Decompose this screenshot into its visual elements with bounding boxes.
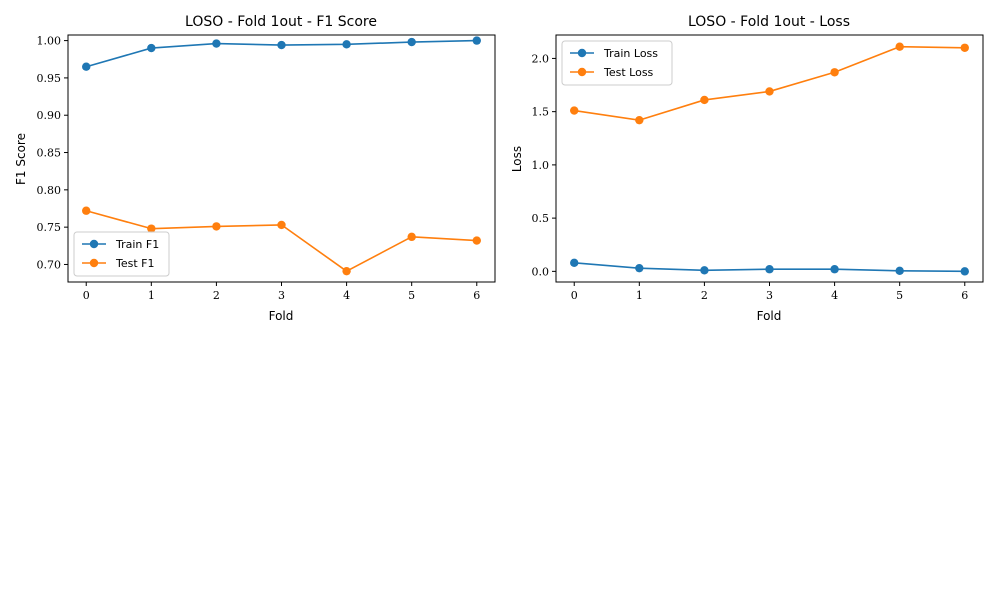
- loss-y-tick-label: 1.5: [532, 106, 550, 119]
- f1-score-chart: LOSO - Fold 1out - F1 Score Fold F1 Scor…: [14, 14, 496, 323]
- loss-y-tick-label: 0.0: [532, 265, 550, 278]
- f1-data-point-test-f1: [342, 266, 351, 276]
- f1-chart-xlabel: Fold: [269, 309, 294, 323]
- loss-legend-marker-train-loss: [577, 48, 587, 58]
- f1-x-tick-label: 6: [473, 289, 480, 302]
- loss-x-tick-label: 2: [701, 289, 708, 302]
- loss-data-point-test-loss: [700, 95, 709, 105]
- f1-legend-label-test-f1: Test F1: [115, 257, 154, 270]
- f1-x-tick-label: 0: [83, 289, 90, 302]
- f1-y-tick-label: 0.70: [37, 258, 62, 271]
- f1-data-point-train-f1: [342, 40, 351, 49]
- f1-x-tick-label: 4: [343, 289, 350, 302]
- f1-y-tick-label: 0.95: [37, 72, 62, 85]
- f1-y-tick-label: 1.00: [37, 35, 62, 48]
- loss-x-tick-label: 3: [766, 289, 773, 302]
- loss-data-point-train-loss: [765, 265, 774, 274]
- loss-legend-label-train-loss: Train Loss: [603, 47, 658, 60]
- f1-data-point-train-f1: [472, 36, 481, 45]
- f1-y-tick-label: 0.85: [37, 147, 62, 160]
- f1-data-point-test-f1: [407, 232, 416, 242]
- loss-chart-xlabel: Fold: [757, 309, 782, 323]
- loss-chart-ylabel: Loss: [510, 146, 524, 172]
- loss-legend: Train Loss Test Loss: [561, 40, 673, 86]
- f1-legend-label-train-f1: Train F1: [115, 238, 159, 251]
- f1-x-tick-label: 3: [278, 289, 285, 302]
- loss-x-tick-label: 1: [636, 289, 643, 302]
- loss-data-point-train-loss: [635, 263, 644, 273]
- loss-data-point-test-loss: [570, 106, 579, 115]
- loss-data-point-train-loss: [895, 266, 904, 276]
- loss-data-point-test-loss: [830, 68, 839, 77]
- loss-y-tick-label: 2.0: [532, 52, 550, 65]
- f1-x-tick-label: 1: [148, 289, 155, 302]
- f1-data-point-train-f1: [147, 43, 156, 53]
- loss-x-tick-label: 6: [961, 289, 968, 302]
- f1-y-tick-label: 0.90: [37, 109, 62, 122]
- f1-data-point-train-f1: [277, 40, 286, 50]
- loss-x-tick-label: 5: [896, 289, 903, 302]
- loss-data-point-test-loss: [765, 87, 774, 96]
- f1-legend: Train F1 Test F1: [73, 231, 170, 277]
- f1-data-point-test-f1: [472, 236, 481, 245]
- f1-chart-title: LOSO - Fold 1out - F1 Score: [185, 14, 377, 30]
- loss-data-point-test-loss: [635, 115, 644, 125]
- loss-x-tick-label: 0: [571, 289, 578, 302]
- f1-y-tick-label: 0.80: [37, 184, 62, 197]
- loss-data-point-test-loss: [960, 43, 969, 52]
- loss-y-tick-label: 0.5: [532, 212, 550, 225]
- f1-legend-marker-test-f1: [89, 258, 99, 268]
- loss-data-point-train-loss: [570, 258, 579, 268]
- f1-chart-ylabel: F1 Score: [14, 133, 28, 185]
- f1-x-tick-label: 5: [408, 289, 415, 302]
- f1-data-point-test-f1: [277, 220, 286, 230]
- loss-x-tick-label: 4: [831, 289, 838, 302]
- f1-data-point-test-f1: [147, 224, 156, 233]
- f1-x-tick-label: 2: [213, 289, 220, 302]
- loss-y-tick-label: 1.0: [532, 159, 550, 172]
- f1-legend-marker-train-f1: [89, 239, 99, 249]
- f1-data-point-test-f1: [82, 206, 91, 215]
- loss-data-point-train-loss: [960, 267, 969, 276]
- loss-data-point-train-loss: [830, 265, 839, 274]
- loss-chart: LOSO - Fold 1out - Loss Fold Loss 0 1 2 3 4 5…: [510, 14, 984, 323]
- loss-legend-box: [561, 40, 673, 86]
- loss-chart-title: LOSO - Fold 1out - Loss: [688, 14, 850, 30]
- loss-legend-marker-test-loss: [577, 67, 587, 77]
- f1-data-point-train-f1: [407, 37, 416, 47]
- f1-data-point-train-f1: [82, 62, 91, 71]
- loss-data-point-train-loss: [700, 266, 709, 275]
- loss-data-point-test-loss: [895, 42, 904, 51]
- f1-data-point-train-f1: [212, 39, 221, 48]
- f1-y-tick-label: 0.75: [37, 221, 62, 234]
- loss-legend-label-test-loss: Test Loss: [603, 66, 654, 79]
- f1-data-point-test-f1: [212, 222, 221, 231]
